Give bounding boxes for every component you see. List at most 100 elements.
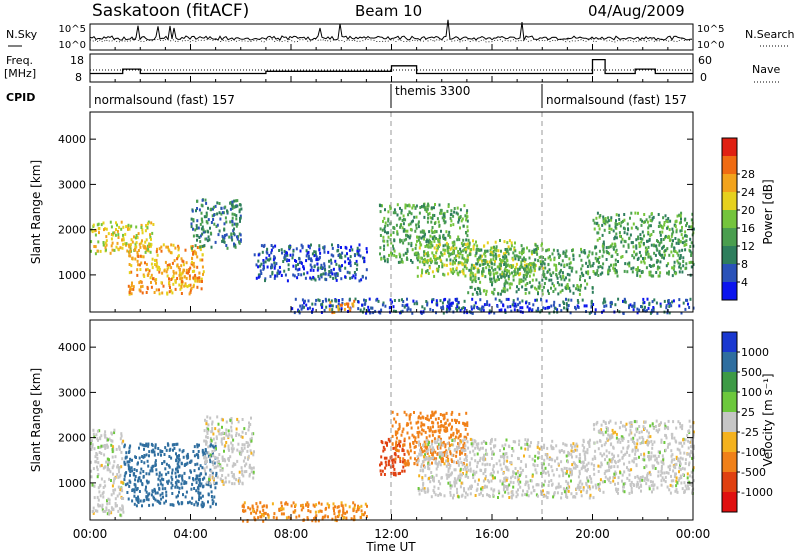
data-cell: [572, 257, 575, 261]
data-cell: [635, 246, 638, 250]
data-cell: [417, 487, 420, 490]
data-cell: [235, 431, 238, 435]
data-cell: [192, 250, 195, 254]
station-title: Saskatoon (fitACF): [92, 1, 249, 21]
data-cell: [104, 509, 107, 513]
data-cell: [648, 303, 651, 307]
data-cell: [659, 230, 662, 234]
data-cell: [594, 308, 597, 312]
data-cell: [427, 243, 430, 247]
data-cell: [481, 254, 483, 258]
data-cell: [521, 299, 524, 303]
data-cell: [521, 265, 524, 269]
data-cell: [230, 429, 233, 433]
data-cell: [333, 512, 336, 516]
data-cell: [338, 252, 341, 256]
data-cell: [99, 436, 101, 440]
data-cell: [408, 417, 411, 421]
data-cell: [133, 482, 136, 486]
data-cell: [323, 250, 326, 254]
data-cell: [598, 237, 601, 240]
data-cell: [169, 447, 172, 451]
data-cell: [470, 307, 473, 311]
data-cell: [228, 235, 231, 239]
data-cell: [203, 244, 206, 248]
data-cell: [598, 227, 601, 231]
data-cell: [102, 486, 105, 489]
data-cell: [202, 272, 204, 276]
data-cell: [455, 445, 458, 449]
data-cell: [353, 271, 356, 274]
data-cell: [661, 226, 664, 230]
data-cell: [283, 253, 286, 257]
data-cell: [440, 208, 443, 212]
data-cell: [171, 291, 174, 295]
data-cell: [628, 264, 631, 268]
data-cell: [326, 502, 329, 506]
data-cell: [457, 436, 460, 440]
data-cell: [102, 444, 105, 448]
data-cell: [686, 221, 688, 225]
data-cell: [429, 216, 432, 220]
data-cell: [306, 271, 309, 275]
data-cell: [209, 436, 212, 440]
data-cell: [689, 297, 692, 301]
data-cell: [623, 227, 626, 231]
data-cell: [508, 264, 511, 268]
data-cell: [193, 454, 196, 458]
data-cell: [265, 250, 268, 254]
data-cell: [90, 475, 93, 479]
data-cell: [286, 253, 289, 257]
freq-left-tick-bottom: 8: [75, 71, 82, 84]
data-cell: [500, 467, 503, 471]
data-cell: [427, 272, 430, 275]
data-cell: [486, 462, 489, 466]
data-cell: [138, 446, 140, 450]
data-cell: [543, 275, 545, 279]
data-cell: [457, 220, 460, 224]
data-cell: [465, 491, 467, 495]
data-cell: [649, 255, 652, 259]
data-cell: [236, 237, 239, 241]
data-cell: [555, 486, 558, 490]
data-cell: [423, 449, 426, 453]
data-cell: [524, 438, 527, 442]
data-cell: [491, 281, 494, 285]
data-cell: [608, 227, 611, 231]
data-cell: [459, 452, 461, 456]
data-cell: [595, 216, 598, 220]
data-cell: [337, 304, 339, 308]
data-cell: [416, 463, 419, 467]
data-cell: [264, 277, 267, 281]
data-cell: [110, 493, 113, 497]
data-cell: [460, 447, 463, 451]
data-cell: [383, 256, 386, 260]
data-cell: [422, 469, 425, 473]
data-cell: [180, 482, 183, 486]
data-cell: [595, 222, 598, 226]
data-cell: [656, 239, 658, 243]
data-cell: [461, 256, 464, 260]
data-cell: [514, 266, 517, 270]
data-cell: [604, 219, 607, 223]
data-cell: [528, 291, 531, 295]
data-cell: [452, 271, 454, 275]
data-cell: [231, 464, 234, 468]
data-cell: [153, 453, 156, 457]
data-cell: [493, 278, 496, 282]
data-cell: [158, 474, 161, 478]
data-cell: [472, 266, 475, 270]
data-cell: [299, 304, 302, 308]
data-cell: [207, 218, 210, 222]
data-cell: [481, 486, 484, 489]
data-cell: [97, 240, 100, 244]
data-cell: [614, 222, 617, 226]
data-cell: [501, 270, 504, 274]
data-cell: [111, 432, 113, 436]
data-cell: [223, 449, 225, 453]
data-cell: [541, 469, 544, 473]
data-cell: [553, 493, 556, 497]
data-cell: [476, 452, 479, 456]
data-cell: [578, 469, 581, 473]
data-cell: [588, 261, 591, 265]
